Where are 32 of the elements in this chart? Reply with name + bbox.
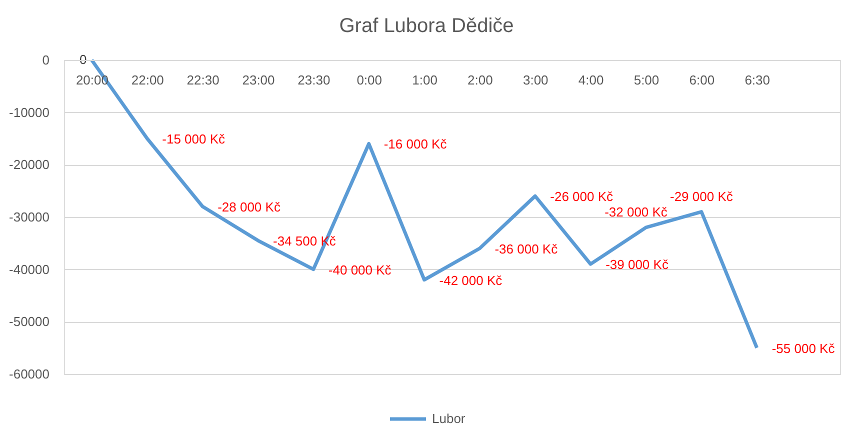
- x-tick-label: 3:00: [522, 72, 548, 88]
- data-label: -36 000 Kč: [494, 241, 558, 256]
- x-tick-label: 6:00: [689, 72, 715, 88]
- y-tick-label: -50000: [9, 314, 50, 330]
- y-tick-label: -20000: [9, 157, 50, 172]
- x-tick-label: 22:00: [131, 72, 164, 88]
- data-label: -39 000 Kč: [606, 257, 669, 272]
- data-label: -28 000 Kč: [218, 200, 281, 215]
- chart-title: Graf Lubora Dědiče: [339, 15, 514, 37]
- y-tick-label: -10000: [9, 104, 50, 120]
- x-tick-label: 1:00: [412, 72, 438, 88]
- data-label: -55 000 Kč: [772, 340, 836, 356]
- y-tick-label: -60000: [9, 366, 50, 382]
- x-tick-label: 22:30: [186, 72, 220, 88]
- data-label: -29 000 Kč: [670, 188, 734, 204]
- data-label: -42 000 Kč: [439, 272, 503, 288]
- x-tick-label: 4:00: [578, 72, 604, 88]
- x-tick-label: 6:30: [744, 72, 770, 88]
- x-tick-label: 0:00: [356, 72, 382, 88]
- x-tick-label: 23:30: [298, 72, 330, 88]
- data-label: -32 000 Kč: [604, 204, 668, 220]
- data-label: -40 000 Kč: [328, 262, 392, 278]
- y-tick-label: -40000: [9, 262, 50, 277]
- data-label: -15 000 Kč: [162, 132, 226, 146]
- legend-label: Lubor: [432, 411, 466, 426]
- data-label: -26 000 Kč: [550, 189, 614, 204]
- y-tick-label: -30000: [9, 210, 50, 224]
- x-tick-label: 5:00: [634, 72, 660, 88]
- data-label: -16 000 Kč: [384, 136, 448, 152]
- x-tick-label: 23:00: [242, 72, 275, 88]
- y-tick-label: 0: [42, 52, 50, 68]
- x-tick-label: 2:00: [468, 72, 493, 88]
